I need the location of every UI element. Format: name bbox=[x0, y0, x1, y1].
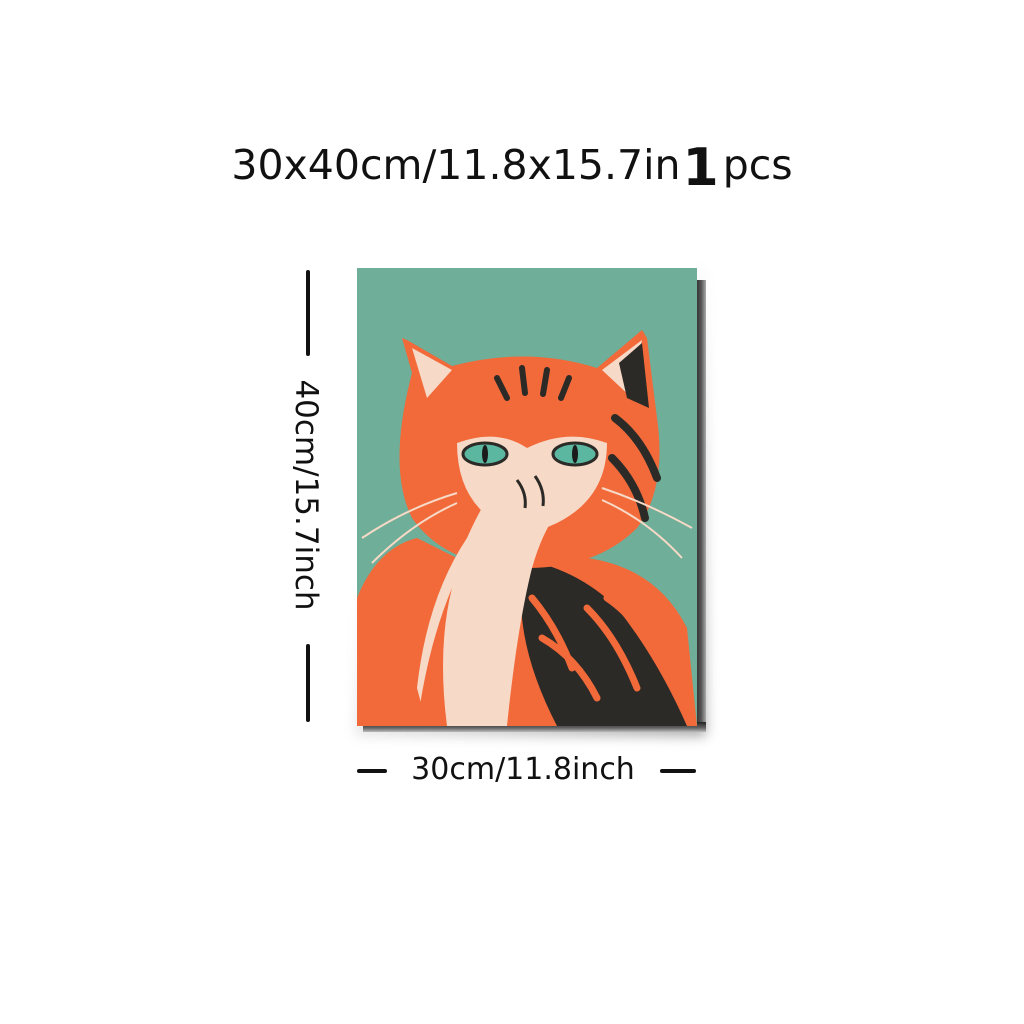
canvas-bottom-edge bbox=[363, 722, 706, 732]
quantity-unit: pcs bbox=[722, 141, 793, 189]
product-size-title: 30x40cm/11.8x15.7in1pcs bbox=[0, 138, 1024, 198]
quantity-number: 1 bbox=[682, 138, 719, 198]
cat-artwork bbox=[357, 268, 697, 726]
canvas-print bbox=[357, 268, 697, 726]
canvas-side-edge bbox=[694, 280, 706, 728]
height-dimension-line-top bbox=[306, 270, 310, 356]
size-text: 30x40cm/11.8x15.7in bbox=[231, 141, 681, 189]
width-dimension-line-left bbox=[357, 769, 387, 773]
height-dimension-label: 40cm/15.7inch bbox=[288, 379, 324, 611]
width-dimension-label: 30cm/11.8inch bbox=[411, 752, 635, 787]
height-dimension-line-bottom bbox=[306, 644, 310, 722]
width-dimension-line-right bbox=[660, 769, 696, 773]
